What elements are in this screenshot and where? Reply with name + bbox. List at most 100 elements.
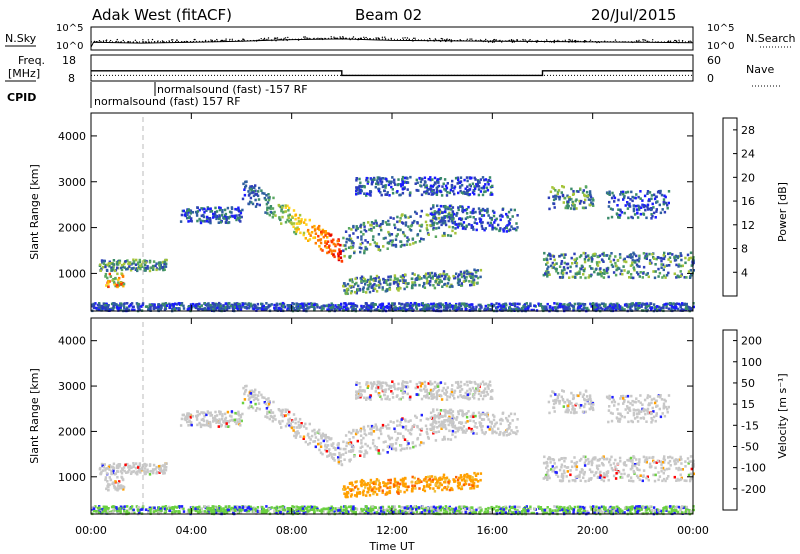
power-cell xyxy=(232,308,235,312)
power-cell xyxy=(568,307,571,311)
power-cell xyxy=(607,275,610,279)
noise-dot xyxy=(543,41,546,43)
velocity-cell xyxy=(226,410,230,414)
power-cell xyxy=(463,305,467,308)
power-cell xyxy=(559,302,562,306)
velocity-cell xyxy=(287,420,290,423)
velocity-cell xyxy=(348,458,351,462)
power-cell xyxy=(388,288,392,291)
power-cell xyxy=(486,307,489,311)
power-cell xyxy=(359,188,362,192)
velocity-cell xyxy=(292,426,296,429)
power-cell xyxy=(579,276,582,279)
power-cell xyxy=(424,272,428,276)
power-cell xyxy=(545,306,548,309)
velocity-cell xyxy=(411,484,414,488)
power-cell xyxy=(372,226,376,229)
power-cell xyxy=(326,251,329,255)
power-cell xyxy=(284,210,287,213)
power-cell xyxy=(365,307,368,310)
noise-dot xyxy=(377,37,379,39)
power-cell xyxy=(360,235,363,238)
velocity-cell xyxy=(187,414,190,418)
power-cell xyxy=(334,243,337,246)
power-cell xyxy=(515,228,518,232)
power-cell xyxy=(355,291,358,295)
velocity-cell xyxy=(399,432,402,435)
power-cell xyxy=(407,238,410,241)
power-cell xyxy=(478,210,481,213)
power-cell xyxy=(637,204,640,208)
power-cell xyxy=(553,263,556,266)
power-cell xyxy=(344,302,347,305)
power-cell xyxy=(441,185,444,188)
noise-dot xyxy=(202,41,205,43)
power-cell xyxy=(616,258,620,262)
power-cell xyxy=(677,265,680,268)
power-cell xyxy=(356,236,359,239)
power-cell xyxy=(629,198,632,201)
power-cell xyxy=(607,216,610,220)
power-cell xyxy=(443,220,446,224)
velocity-cell xyxy=(416,425,419,429)
noise-dot xyxy=(511,41,513,43)
velocity-cell xyxy=(389,443,392,446)
power-cell xyxy=(583,267,586,271)
power-cell xyxy=(563,305,566,308)
power-cell xyxy=(302,233,305,237)
noise-dot xyxy=(176,39,178,41)
power-cell xyxy=(465,208,469,211)
power-cell xyxy=(159,266,162,269)
power-cell xyxy=(324,230,327,233)
power-cell xyxy=(626,202,630,206)
power-cell xyxy=(668,252,672,255)
power-cell xyxy=(358,190,361,193)
velocity-cell xyxy=(215,414,219,417)
power-cell xyxy=(266,208,269,212)
power-cell xyxy=(681,264,684,268)
power-cell xyxy=(432,204,435,207)
power-cell xyxy=(317,226,320,229)
power-cell xyxy=(454,276,457,280)
velocity-cell xyxy=(241,401,245,405)
power-cell xyxy=(287,216,290,219)
power-cell xyxy=(690,308,693,312)
power-cell xyxy=(300,302,304,306)
velocity-cell xyxy=(399,444,403,447)
power-cell xyxy=(562,201,565,204)
power-cell xyxy=(389,216,392,219)
noise-dot xyxy=(320,37,322,40)
power-cell xyxy=(449,188,453,192)
power-cell xyxy=(575,264,578,268)
power-cell xyxy=(436,276,439,279)
power-cell xyxy=(355,192,358,196)
power-cell xyxy=(370,178,373,181)
velocity-cell xyxy=(264,415,267,418)
noise-dot xyxy=(132,41,134,43)
velocity-cell xyxy=(254,388,257,392)
power-cell xyxy=(587,254,590,257)
velocity-cell xyxy=(257,394,260,397)
velocity-cell xyxy=(359,427,363,431)
power-cell xyxy=(451,210,455,213)
power-scatter xyxy=(91,175,695,313)
power-cell xyxy=(406,240,409,243)
power-cell xyxy=(370,229,373,232)
power-cell xyxy=(606,306,610,309)
power-cell xyxy=(628,303,631,306)
power-cell xyxy=(566,202,569,206)
power-cell xyxy=(443,210,447,213)
power-cell xyxy=(459,189,462,193)
velocity-cell xyxy=(450,488,453,491)
power-cell xyxy=(378,187,381,191)
noise-dot xyxy=(204,39,207,42)
power-cell xyxy=(265,302,268,305)
power-cell xyxy=(348,239,352,242)
power-cell xyxy=(453,192,456,196)
power-cell xyxy=(509,228,512,232)
power-cell xyxy=(364,229,368,233)
power-cell xyxy=(437,216,441,220)
power-cell xyxy=(593,252,596,256)
velocity-cell xyxy=(474,478,477,481)
velocity-cell xyxy=(368,494,372,497)
